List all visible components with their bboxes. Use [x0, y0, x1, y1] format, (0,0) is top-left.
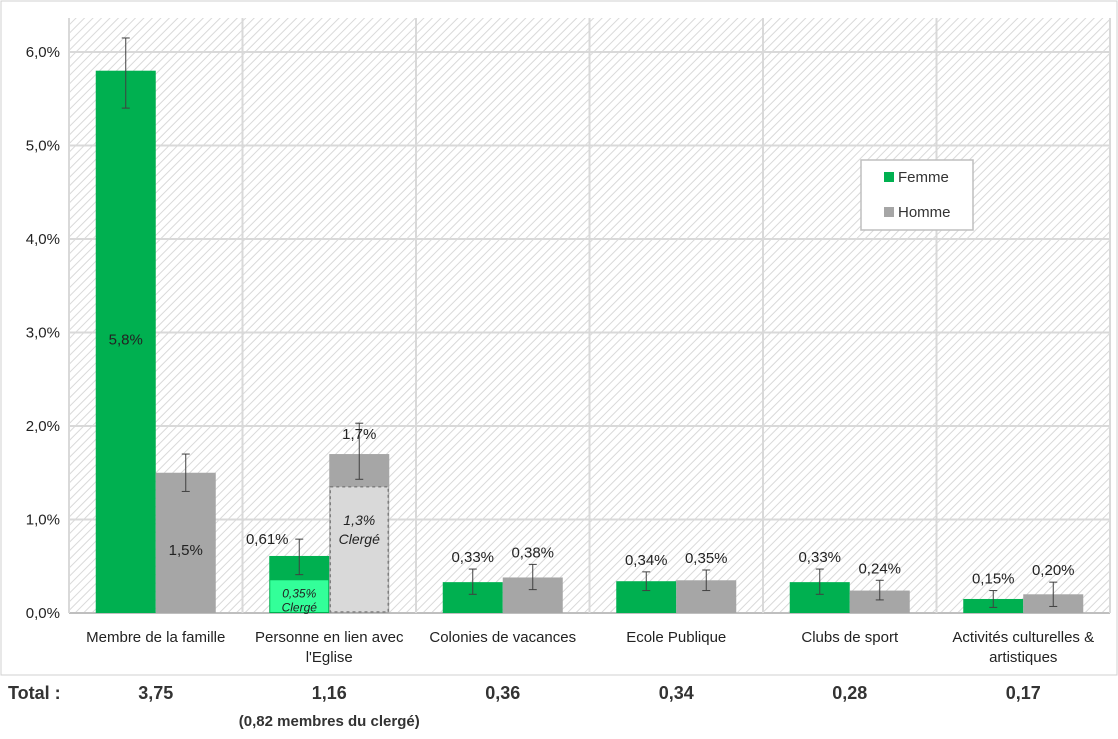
legend-label: Homme	[898, 204, 951, 221]
category-label: artistiques	[989, 649, 1057, 666]
legend-swatch	[884, 207, 894, 217]
total-value: 0,34	[659, 683, 694, 703]
legend-box	[860, 159, 974, 231]
bar-homme	[849, 590, 910, 613]
total-note: (0,82 membres du clergé)	[239, 713, 420, 730]
y-tick-label: 1,0%	[26, 512, 60, 529]
category-label: Activités culturelles &	[952, 629, 1094, 646]
sub-bar-name-label: Clergé	[339, 531, 380, 547]
data-label: 0,20%	[1032, 562, 1075, 579]
data-label: 0,34%	[625, 552, 668, 569]
data-label: 0,15%	[972, 571, 1015, 588]
data-label: 0,38%	[511, 544, 554, 561]
total-value: 0,36	[485, 683, 520, 703]
category-label: Clubs de sport	[801, 629, 899, 646]
legend-swatch	[884, 172, 894, 182]
data-label: 0,33%	[451, 549, 494, 566]
data-label: 5,8%	[109, 332, 143, 349]
data-label: 0,35%	[685, 550, 728, 567]
data-label: 0,61%	[246, 531, 289, 548]
data-label: 1,5%	[169, 542, 203, 559]
sub-bar-value-label: 1,3%	[343, 512, 375, 528]
legend-label: Femme	[898, 169, 949, 186]
category-label: Membre de la famille	[86, 629, 225, 646]
category-label: Ecole Publique	[626, 629, 726, 646]
y-tick-label: 2,0%	[26, 418, 60, 435]
sub-bar-name-label: Clergé	[282, 600, 318, 614]
bar-homme	[155, 472, 216, 613]
y-tick-label: 4,0%	[26, 231, 60, 248]
category-label: l'Eglise	[306, 649, 353, 666]
y-tick-label: 5,0%	[26, 138, 60, 155]
data-label: 0,33%	[798, 549, 841, 566]
bar-femme	[95, 70, 156, 613]
total-value: 0,28	[832, 683, 867, 703]
sub-bar-clerge	[270, 580, 329, 612]
y-tick-label: 0,0%	[26, 605, 60, 622]
data-label: 0,24%	[858, 560, 901, 577]
sub-bar-clerge	[329, 486, 389, 613]
total-value: 1,16	[312, 683, 347, 703]
totals-row: 3,75 1,16 0,36 0,34 0,28 0,17 Total : (0,82 mem…	[8, 683, 1041, 730]
legend: Femme Homme	[860, 159, 974, 231]
sub-bar-value-label: 0,35%	[282, 586, 316, 600]
y-tick-label: 6,0%	[26, 44, 60, 61]
total-value: 0,17	[1006, 683, 1041, 703]
total-value: 3,75	[138, 683, 173, 703]
category-label: Personne en lien avec	[255, 629, 404, 646]
category-label: Colonies de vacances	[429, 629, 576, 646]
y-tick-label: 3,0%	[26, 325, 60, 342]
data-label: 1,7%	[342, 426, 376, 443]
total-label: Total :	[8, 683, 61, 703]
